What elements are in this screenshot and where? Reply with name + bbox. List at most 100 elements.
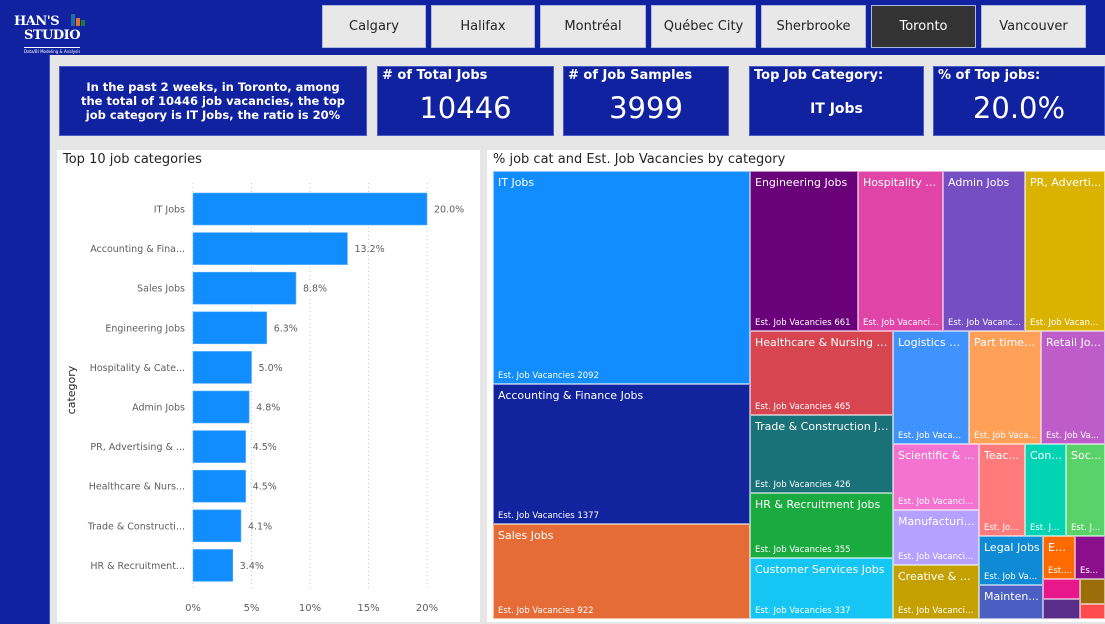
tile-category-label: Retail Jo... [1046, 336, 1101, 349]
tile-category-label: Creative & D... [898, 570, 976, 583]
logo-line2: STUDIO [24, 28, 81, 43]
treemap-tile[interactable]: Creative & D... Est. Job Vacancie... [893, 565, 979, 619]
bar[interactable] [192, 232, 348, 265]
data-label: 6.3% [274, 323, 298, 334]
x-tick-label: 5% [244, 603, 260, 614]
treemap-panel: % job cat and Est. Job Vacancies by cate… [487, 150, 1105, 622]
city-button-halifax[interactable]: Halifax [431, 5, 535, 48]
tile-category-label: Healthcare & Nursing Jo... [755, 336, 890, 349]
tile-value-label: Est. Job Vacancie... [898, 552, 976, 562]
tile-value-label: Est. Job Vacancies 426 [755, 480, 851, 490]
bar[interactable] [192, 430, 246, 463]
category-label: Trade & Constructi... [87, 521, 185, 532]
treemap-tile[interactable]: Legal Jobs Est. Job Vac... [979, 536, 1043, 585]
treemap-tile[interactable]: Healthcare & Nursing Jo... Est. Job Vacan… [750, 331, 893, 415]
treemap-tile[interactable]: Logistics &... Est. Job Vacan... [893, 331, 969, 444]
bar[interactable] [192, 311, 268, 345]
city-button-calgary[interactable]: Calgary [322, 5, 426, 48]
treemap-tile[interactable]: Teac... Est. Job... [979, 444, 1025, 536]
job-samples-title: # of Job Samples [568, 68, 693, 83]
tile-value-label: Est. J... [1071, 523, 1101, 533]
treemap-tile[interactable] [1043, 599, 1080, 619]
treemap-tile[interactable]: PR, Adverti... Est. Job Vacanc... [1025, 171, 1105, 331]
treemap-tile[interactable]: Admin Jobs Est. Job Vacanci... [943, 171, 1025, 331]
logo-tagline: Data/BI Modeling & Analysis [24, 47, 80, 54]
treemap-tile[interactable]: Customer Services Jobs Est. Job Vacancies… [750, 558, 893, 619]
treemap-tile[interactable]: Trade & Construction Jo... Est. Job Vacan… [750, 415, 893, 493]
tile-category-label: IT Jobs [498, 176, 535, 189]
treemap-tile[interactable]: Sales Jobs Est. Job Vacancies 922 [493, 524, 750, 619]
city-button-toronto[interactable]: Toronto [871, 5, 976, 48]
treemap-tile[interactable]: En... Est.... [1043, 536, 1075, 579]
category-label: HR & Recruitment... [90, 561, 185, 572]
tile-value-label: Est. Job Vacanc... [1030, 318, 1102, 328]
tile-category-label: Sales Jobs [498, 529, 554, 542]
tile-value-label: Est.... [1048, 566, 1072, 576]
tile-value-label: Est. Job Vacancies 1377 [498, 511, 599, 521]
city-button-sherbrooke[interactable]: Sherbrooke [761, 5, 866, 48]
treemap-tile[interactable]: Accounting & Finance Jobs Est. Job Vacanc… [493, 384, 750, 524]
treemap-tile[interactable] [1043, 579, 1080, 599]
category-label: Sales Jobs [137, 284, 185, 295]
job-samples-value: 3999 [609, 91, 683, 125]
treemap-tile[interactable]: Scientific & ... Est. Job Vacancie... [893, 444, 979, 510]
treemap-tile[interactable]: Con... Est. Jo... [1025, 444, 1066, 536]
tile-category-label: Logistics &... [898, 336, 966, 349]
data-label: 4.5% [253, 442, 277, 453]
top-category-value: IT Jobs [810, 101, 863, 117]
treemap-tile[interactable]: IT Jobs Est. Job Vacancies 2092 [493, 171, 750, 384]
treemap-tile[interactable]: Retail Jo... Est. Job Va... [1041, 331, 1105, 444]
data-label: 4.8% [256, 403, 280, 414]
x-tick-label: 20% [416, 603, 438, 614]
x-tick-label: 15% [357, 603, 379, 614]
logo-bar-icon [81, 20, 85, 26]
tile-category-label: Mainten... [984, 590, 1039, 603]
tile-category-label: En... [1048, 541, 1072, 554]
left-sidebar [0, 55, 50, 624]
bar-chart-title: Top 10 job categories [63, 152, 202, 167]
treemap-tile[interactable]: Es... [1075, 536, 1105, 579]
tile-value-label: Est. Job Vacancies 661 [755, 318, 851, 328]
tile-category-label: Soc... [1071, 449, 1102, 462]
treemap-tile[interactable]: Hospitality &... Est. Job Vacancie... [858, 171, 943, 331]
total-jobs-card: # of Total Jobs 10446 [377, 66, 554, 136]
bar[interactable] [192, 469, 246, 503]
total-jobs-value: 10446 [419, 91, 512, 125]
treemap-tile[interactable]: Part time J... Est. Job Vaca... [969, 331, 1041, 444]
treemap-tile[interactable] [1080, 579, 1105, 604]
tile-value-label: Est. Job Vac... [984, 572, 1040, 582]
bar[interactable] [192, 271, 297, 305]
summary-text: In the past 2 weeks, in Toronto, among t… [80, 80, 345, 122]
data-label: 4.5% [253, 482, 277, 493]
bar[interactable] [192, 509, 242, 543]
treemap-tile[interactable]: HR & Recruitment Jobs Est. Job Vacancies … [750, 493, 893, 558]
tile-value-label: Est. Job Vacanci... [948, 318, 1022, 328]
tile-value-label: Est. Job... [984, 523, 1022, 533]
treemap-tile[interactable] [1080, 604, 1105, 619]
tile-value-label: Est. Job Vacancies 355 [755, 545, 851, 555]
bar[interactable] [192, 351, 252, 384]
top-category-title: Top Job Category: [754, 68, 884, 83]
treemap-tile[interactable]: Manufacturin... Est. Job Vacancie... [893, 510, 979, 565]
treemap-tile[interactable]: Soc... Est. J... [1066, 444, 1105, 536]
city-button-vancouver[interactable]: Vancouver [981, 5, 1086, 48]
city-button-qu-bec-city[interactable]: Québec City [651, 5, 756, 48]
bar[interactable] [192, 192, 428, 226]
treemap-tile[interactable]: Mainten... [979, 585, 1043, 619]
category-label: Engineering Jobs [105, 323, 185, 334]
bar[interactable] [192, 549, 234, 582]
tile-value-label: Est. Job Va... [1046, 431, 1099, 441]
treemap-tile[interactable]: Engineering Jobs Est. Job Vacancies 661 [750, 171, 858, 331]
x-tick-label: 10% [299, 603, 321, 614]
logo-bar-icon [71, 14, 75, 26]
job-samples-card: # of Job Samples 3999 [563, 66, 729, 136]
category-label: IT Jobs [154, 205, 185, 216]
tile-value-label: Est. Jo... [1030, 523, 1063, 533]
top-pct-value: 20.0% [972, 91, 1066, 125]
tile-category-label: Part time J... [974, 336, 1038, 349]
data-label: 20.0% [434, 205, 464, 216]
y-axis-label: category [65, 365, 78, 414]
bar[interactable] [192, 390, 250, 424]
city-button-montr-al[interactable]: Montréal [540, 5, 646, 48]
logo-bar-icon [76, 18, 80, 26]
